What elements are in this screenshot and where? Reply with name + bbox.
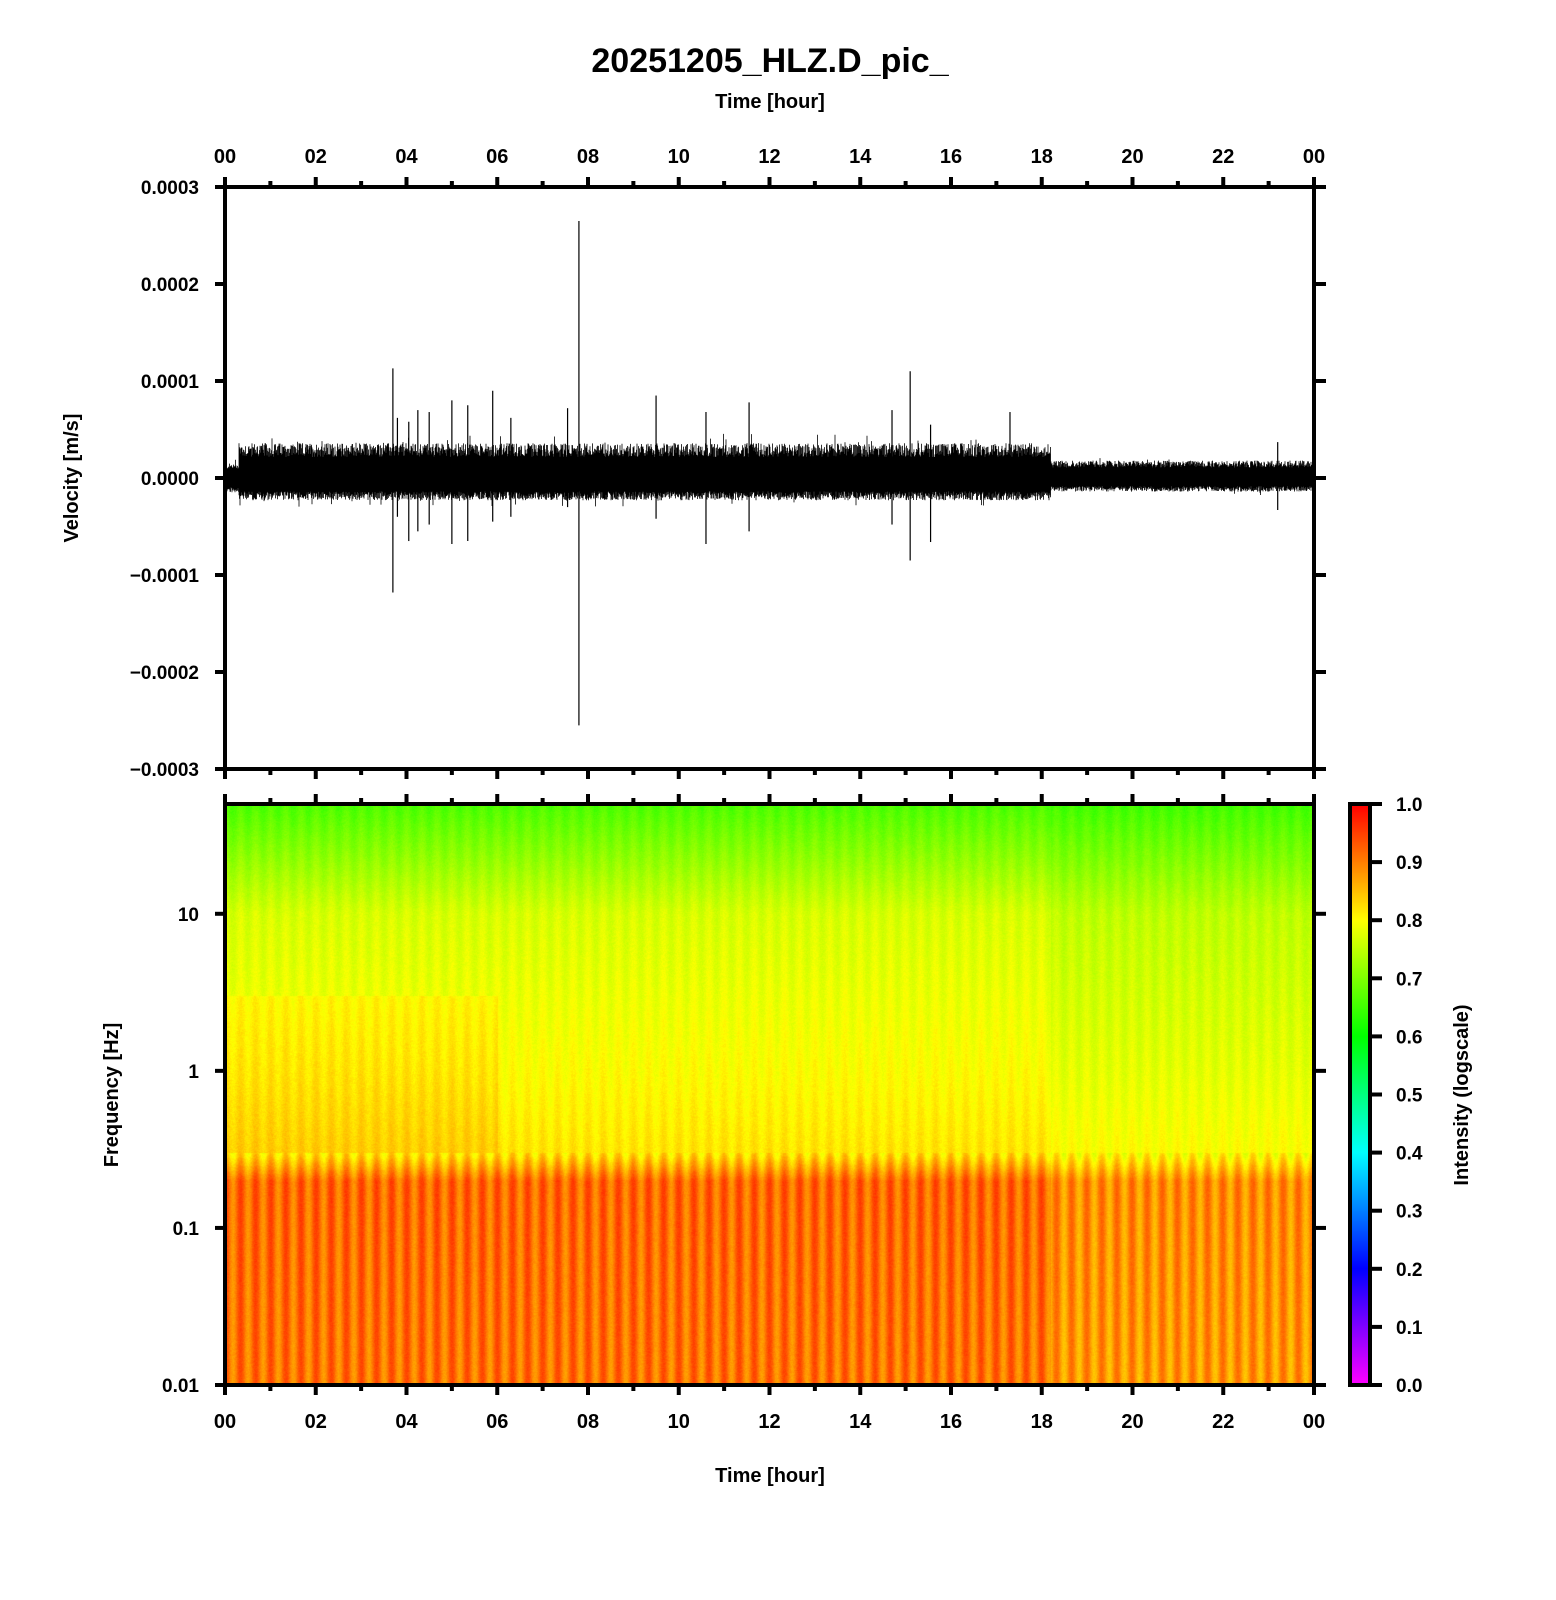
bottom-x-tick-label: 16 bbox=[940, 1411, 962, 1433]
colorbar-tick-label: 0.5 bbox=[1396, 1086, 1423, 1107]
top-x-tick-label: 00 bbox=[1303, 146, 1325, 168]
spectrogram-frame bbox=[223, 802, 1316, 1387]
bottom-x-tick-label: 04 bbox=[395, 1411, 418, 1433]
colorbar-gradient bbox=[1350, 804, 1370, 1385]
top-x-tick-label: 22 bbox=[1212, 146, 1234, 168]
top-x-tick-label: 02 bbox=[305, 146, 327, 168]
top-x-tick-label: 06 bbox=[486, 146, 508, 168]
colorbar-frame bbox=[1348, 802, 1372, 1387]
colorbar-tick-label: 0.7 bbox=[1396, 969, 1422, 990]
waveform-y-tick-label: 0.0003 bbox=[141, 178, 199, 199]
waveform-y-tick-label: 0.0002 bbox=[141, 275, 199, 296]
bottom-x-tick-label: 00 bbox=[214, 1411, 236, 1433]
waveform-y-tick-label: −0.0002 bbox=[130, 663, 199, 684]
bottom-x-tick-label: 22 bbox=[1212, 1411, 1234, 1433]
bottom-x-tick-label: 18 bbox=[1031, 1411, 1053, 1433]
bottom-x-tick-label: 02 bbox=[305, 1411, 327, 1433]
bottom-x-tick-label: 08 bbox=[577, 1411, 599, 1433]
top-x-axis-label: Time [hour] bbox=[715, 91, 825, 113]
bottom-x-tick-label: 10 bbox=[668, 1411, 690, 1433]
top-x-tick-label: 10 bbox=[668, 146, 690, 168]
spectrogram-y-axis-label: Frequency [Hz] bbox=[101, 1023, 123, 1167]
bottom-x-tick-label: 00 bbox=[1303, 1411, 1325, 1433]
waveform-trace bbox=[224, 433, 1314, 507]
frequency-tick-label: 10 bbox=[178, 905, 199, 926]
colorbar-tick-label: 0.8 bbox=[1396, 911, 1422, 932]
bottom-x-tick-label: 14 bbox=[849, 1411, 872, 1433]
top-x-tick-label: 18 bbox=[1031, 146, 1053, 168]
top-x-tick-label: 08 bbox=[577, 146, 599, 168]
colorbar-label: Intensity (logscale) bbox=[1451, 1004, 1473, 1185]
bottom-x-tick-label: 20 bbox=[1121, 1411, 1143, 1433]
colorbar-tick-label: 0.1 bbox=[1396, 1318, 1423, 1339]
frequency-tick-label: 0.01 bbox=[162, 1376, 199, 1397]
top-x-tick-label: 12 bbox=[758, 146, 780, 168]
colorbar-tick-label: 0.0 bbox=[1396, 1376, 1422, 1397]
spectrogram-image bbox=[225, 804, 1314, 1385]
frequency-tick-label: 1 bbox=[188, 1062, 199, 1083]
colorbar-tick-label: 0.4 bbox=[1396, 1144, 1423, 1165]
colorbar-tick-label: 0.3 bbox=[1396, 1202, 1422, 1223]
bottom-x-tick-label: 06 bbox=[486, 1411, 508, 1433]
top-x-tick-label: 04 bbox=[395, 146, 418, 168]
top-x-tick-label: 16 bbox=[940, 146, 962, 168]
top-x-tick-label: 20 bbox=[1121, 146, 1143, 168]
waveform-y-tick-label: −0.0001 bbox=[130, 566, 200, 587]
waveform-y-tick-label: 0.0000 bbox=[141, 469, 199, 490]
chart-title: 20251205_HLZ.D_pic_ bbox=[591, 42, 949, 80]
top-x-tick-label: 14 bbox=[849, 146, 872, 168]
colorbar-tick-label: 0.9 bbox=[1396, 853, 1422, 874]
top-x-tick-label: 00 bbox=[214, 146, 236, 168]
waveform-y-axis-label: Velocity [m/s] bbox=[61, 414, 83, 543]
colorbar-tick-label: 0.2 bbox=[1396, 1260, 1422, 1281]
bottom-x-tick-label: 12 bbox=[758, 1411, 780, 1433]
colorbar-tick-label: 0.6 bbox=[1396, 1027, 1422, 1048]
frequency-tick-label: 0.1 bbox=[173, 1219, 200, 1240]
waveform-y-tick-label: 0.0001 bbox=[141, 372, 200, 393]
waveform-y-tick-label: −0.0003 bbox=[130, 760, 199, 781]
bottom-x-axis-label: Time [hour] bbox=[715, 1465, 825, 1487]
colorbar-tick-label: 1.0 bbox=[1396, 795, 1422, 816]
